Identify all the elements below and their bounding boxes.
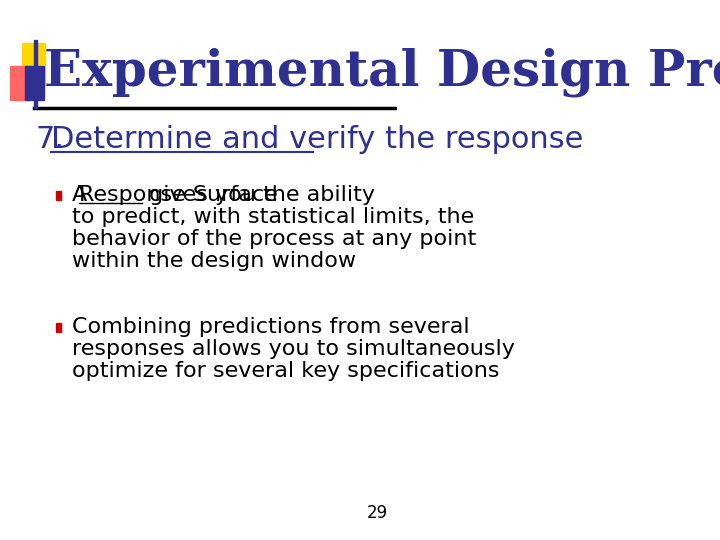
Text: Response Surface: Response Surface <box>79 185 278 205</box>
Text: gives you the ability: gives you the ability <box>142 185 375 205</box>
Text: 29: 29 <box>367 504 388 522</box>
Text: Determine and verify the response: Determine and verify the response <box>51 125 584 154</box>
Text: optimize for several key specifications: optimize for several key specifications <box>71 361 499 381</box>
Text: Experimental Design Process: Experimental Design Process <box>44 47 720 97</box>
Text: behavior of the process at any point: behavior of the process at any point <box>71 229 476 249</box>
Bar <box>56 323 61 332</box>
Text: 7.: 7. <box>36 125 65 154</box>
Text: responses allows you to simultaneously: responses allows you to simultaneously <box>71 339 515 359</box>
Bar <box>10 66 29 100</box>
Bar <box>34 40 37 108</box>
Text: A: A <box>71 185 94 205</box>
Text: to predict, with statistical limits, the: to predict, with statistical limits, the <box>71 207 474 227</box>
Bar <box>22 43 45 85</box>
Bar <box>25 66 44 100</box>
Text: Combining predictions from several: Combining predictions from several <box>71 317 469 337</box>
Text: within the design window: within the design window <box>71 251 356 271</box>
Bar <box>56 191 61 200</box>
